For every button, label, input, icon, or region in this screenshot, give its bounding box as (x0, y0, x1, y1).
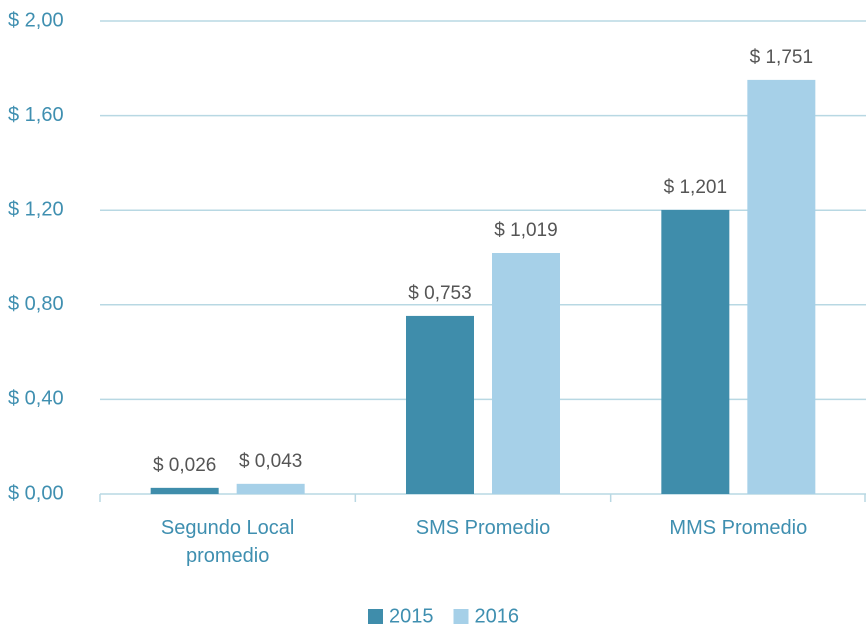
bar (150, 487, 219, 494)
data-label: $ 0,026 (153, 455, 216, 476)
bar (406, 315, 474, 494)
data-label: $ 1,751 (750, 47, 813, 68)
x-tick-label: Segundo Local promedio (160, 517, 295, 567)
data-label: $ 1,201 (664, 177, 727, 198)
data-label: $ 0,753 (408, 283, 471, 304)
y-tick-label: $ 0,40 (8, 388, 64, 410)
legend-label: 2015 (389, 605, 434, 627)
y-tick-label: $ 2,00 (8, 9, 64, 31)
legend-swatch (368, 609, 383, 624)
y-tick-label: $ 0,00 (8, 482, 64, 504)
bar (661, 209, 730, 494)
y-tick-label: $ 1,60 (8, 104, 64, 126)
y-tick-label: $ 0,80 (8, 293, 64, 315)
data-label: $ 1,019 (494, 220, 557, 241)
x-tick-label: MMS Promedio (669, 517, 808, 539)
legend-swatch (453, 609, 469, 624)
bar (747, 79, 816, 495)
legend-label: 2016 (475, 605, 520, 627)
x-tick-label: SMS Promedio (415, 517, 551, 539)
bar (236, 483, 305, 494)
bar (492, 253, 560, 494)
y-tick-label: $ 1,20 (8, 198, 64, 220)
data-label: $ 0,043 (239, 451, 302, 472)
